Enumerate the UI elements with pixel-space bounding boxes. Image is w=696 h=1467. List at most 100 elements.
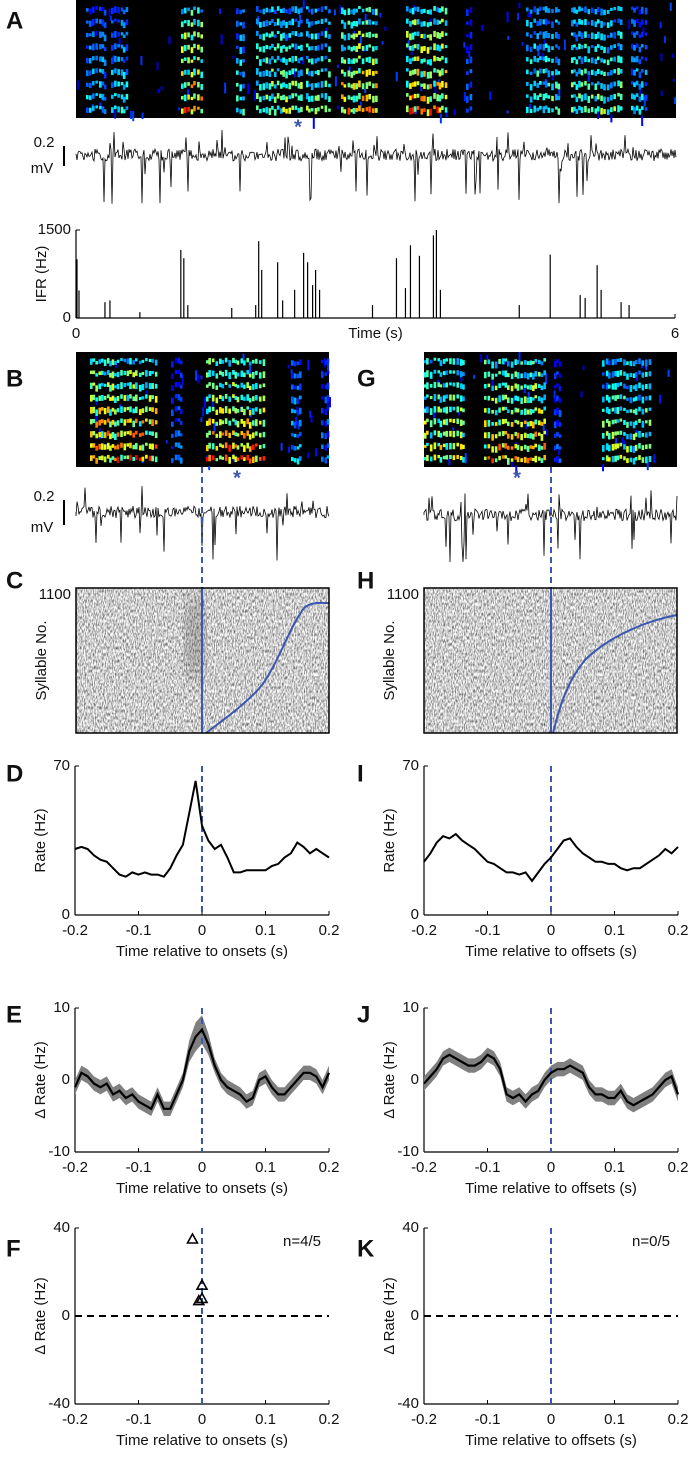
spectrogram-band — [606, 9, 610, 15]
spectrogram-band — [197, 44, 200, 50]
spectrogram-band — [501, 394, 505, 401]
spectrogram-band — [125, 69, 129, 76]
spectrogram-band — [469, 81, 473, 88]
spectrogram-band — [406, 31, 409, 38]
spectrogram-band — [433, 80, 436, 87]
spectrogram-band — [358, 30, 361, 35]
spectrogram-band — [125, 93, 129, 100]
spectrogram-band — [282, 69, 285, 77]
spectrogram-band — [92, 455, 96, 459]
spectrogram-band — [529, 360, 533, 366]
spectrogram-band — [361, 95, 365, 101]
spectrogram-band — [347, 58, 351, 64]
spectrogram-band — [449, 418, 452, 423]
spectrogram-band — [256, 80, 259, 86]
spectrogram-band — [145, 418, 148, 422]
spectrogram-band — [236, 95, 239, 102]
spectrogram-band — [268, 108, 272, 116]
spectrogram-band — [100, 431, 104, 439]
spectrogram-band — [416, 19, 420, 25]
spectrogram-band — [300, 57, 303, 61]
x-tick-label: 0 — [547, 1159, 555, 1176]
spectrogram-band — [183, 107, 187, 114]
spectrogram-band — [578, 80, 581, 88]
spectrogram-band — [282, 57, 285, 63]
spectrogram-noise — [197, 374, 200, 384]
spectrogram-band — [314, 58, 318, 64]
spectrogram-band — [239, 22, 243, 26]
spectrogram-band — [92, 93, 95, 99]
y-tick-label: -40 — [48, 1395, 70, 1412]
spectrogram-band — [308, 34, 311, 38]
spectrogram-band — [587, 83, 591, 90]
spectrogram-band — [326, 358, 330, 363]
spectrogram-band — [258, 457, 262, 461]
spectrogram-band — [375, 33, 378, 38]
spectrogram-band — [484, 456, 487, 461]
spectrogram-band — [111, 7, 114, 15]
spectrogram-band — [341, 44, 344, 52]
spectrogram-band — [135, 358, 138, 362]
spectrogram-band — [326, 370, 330, 375]
spectrogram-band — [510, 458, 514, 462]
spectrogram-band — [365, 32, 369, 38]
spectrogram-band — [610, 32, 613, 38]
spectrogram-noise — [360, 101, 363, 112]
spectrogram-band — [271, 6, 274, 13]
spectrogram-band — [239, 9, 243, 15]
spectrogram-band — [614, 358, 617, 365]
spectrogram-band — [648, 359, 652, 365]
spectrogram-band — [459, 431, 463, 439]
spectrogram-band — [584, 18, 587, 26]
spectrogram-band — [423, 46, 426, 52]
spectrogram-band — [600, 83, 603, 89]
spectrogram-band — [268, 8, 272, 13]
panel-letter: K — [357, 1235, 375, 1262]
spectrogram-noise — [473, 374, 476, 379]
spectrogram-band — [252, 371, 255, 379]
spectrogram-band — [293, 421, 297, 429]
y-axis-label: Δ Rate (Hz) — [32, 1041, 49, 1119]
spectrogram-band — [232, 357, 235, 363]
spectrogram-band — [310, 45, 314, 51]
spectrogram-band — [529, 384, 533, 390]
spectrogram-band — [641, 360, 645, 366]
spectrogram-band — [116, 420, 120, 426]
spectrogram-band — [444, 107, 448, 113]
spectrogram-band — [504, 358, 508, 362]
spectrogram-band — [177, 381, 181, 387]
spectrogram-band — [426, 47, 430, 54]
spectrogram-band — [462, 444, 465, 449]
spectrogram-band — [523, 432, 527, 438]
spectrogram-band — [614, 395, 617, 401]
spectrogram-band — [536, 82, 540, 88]
spectrogram-band — [171, 421, 174, 427]
spectrogram-band — [437, 382, 441, 387]
spectrogram-band — [114, 68, 117, 74]
spectrogram-band — [120, 406, 123, 413]
spectrogram-band — [111, 57, 114, 65]
spectrogram-band — [544, 93, 548, 99]
x-axis-label: Time relative to onsets (s) — [116, 943, 288, 960]
spectrogram-band — [587, 46, 591, 54]
spectrogram-band — [248, 385, 252, 390]
spectrogram-band — [145, 357, 148, 362]
spectrogram-band — [602, 457, 605, 461]
spectrogram-noise — [213, 422, 216, 433]
spectrogram-band — [224, 418, 228, 425]
spectrogram-band — [92, 31, 95, 38]
spectrogram-band — [619, 358, 623, 362]
spectrogram-band — [248, 361, 252, 366]
spectrogram-band — [648, 455, 652, 462]
spectrogram-band — [551, 58, 554, 63]
spectrogram-band — [459, 359, 463, 366]
spectrogram-band — [255, 407, 258, 412]
spectrogram-band — [514, 431, 518, 437]
spectrogram-band — [310, 83, 314, 91]
spectrogram-band — [259, 34, 262, 40]
spectrogram-band — [605, 406, 609, 414]
spectrogram-band — [215, 409, 219, 415]
spectrogram-band — [111, 32, 114, 38]
spectrogram-band — [632, 397, 636, 402]
spectrogram-band — [429, 21, 432, 26]
